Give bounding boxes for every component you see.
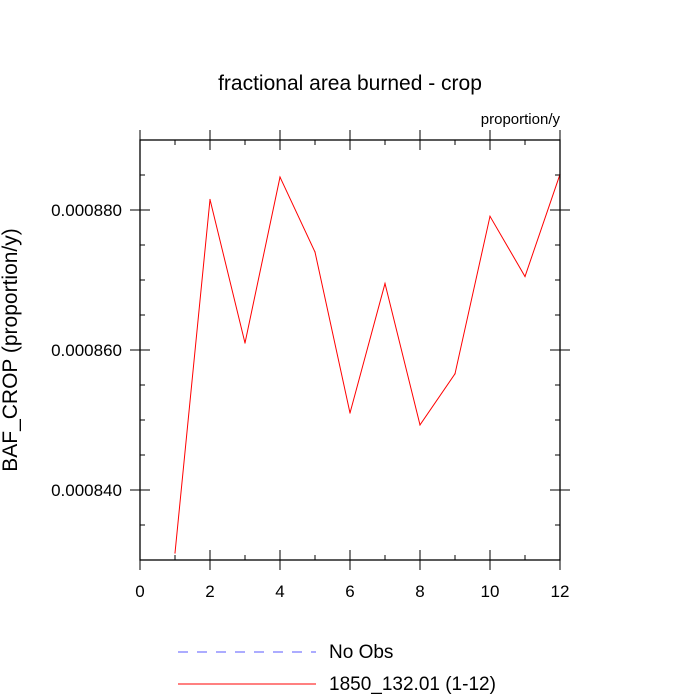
y-axis-label: BAF_CROP (proportion/y) (0, 228, 22, 472)
legend: No Obs 1850_132.01 (1-12) (178, 642, 496, 695)
units-label: proportion/y (481, 111, 561, 128)
data-point (454, 373, 456, 375)
data-point (524, 275, 526, 278)
tick-labels: 0 2 4 6 8 10 12 0.000840 0.000860 0.000880 (51, 201, 569, 601)
data-series (174, 173, 561, 554)
data-point (174, 552, 176, 554)
axis-ticks (130, 130, 570, 570)
chart-title: fractional area burned - crop (218, 72, 482, 95)
data-point (419, 424, 421, 426)
x-tick-label: 10 (481, 582, 500, 601)
legend-label-no-obs: No Obs (329, 642, 393, 663)
legend-label-series: 1850_132.01 (1-12) (329, 674, 496, 695)
x-tick-label: 8 (415, 582, 424, 601)
data-point (244, 342, 246, 344)
data-point (279, 176, 281, 178)
x-tick-label: 12 (551, 582, 570, 601)
data-point (314, 251, 316, 253)
data-point (489, 215, 491, 217)
series-line (174, 174, 561, 554)
y-tick-label: 0.000860 (51, 341, 122, 360)
x-tick-label: 4 (275, 582, 284, 601)
data-point (349, 412, 351, 414)
x-tick-label: 0 (135, 582, 144, 601)
data-point (384, 282, 386, 285)
x-tick-label: 2 (205, 582, 214, 601)
y-tick-label: 0.000880 (51, 201, 122, 220)
y-tick-label: 0.000840 (51, 481, 122, 500)
plot-frame (139, 139, 561, 561)
x-tick-label: 6 (345, 582, 354, 601)
data-point (209, 198, 211, 201)
